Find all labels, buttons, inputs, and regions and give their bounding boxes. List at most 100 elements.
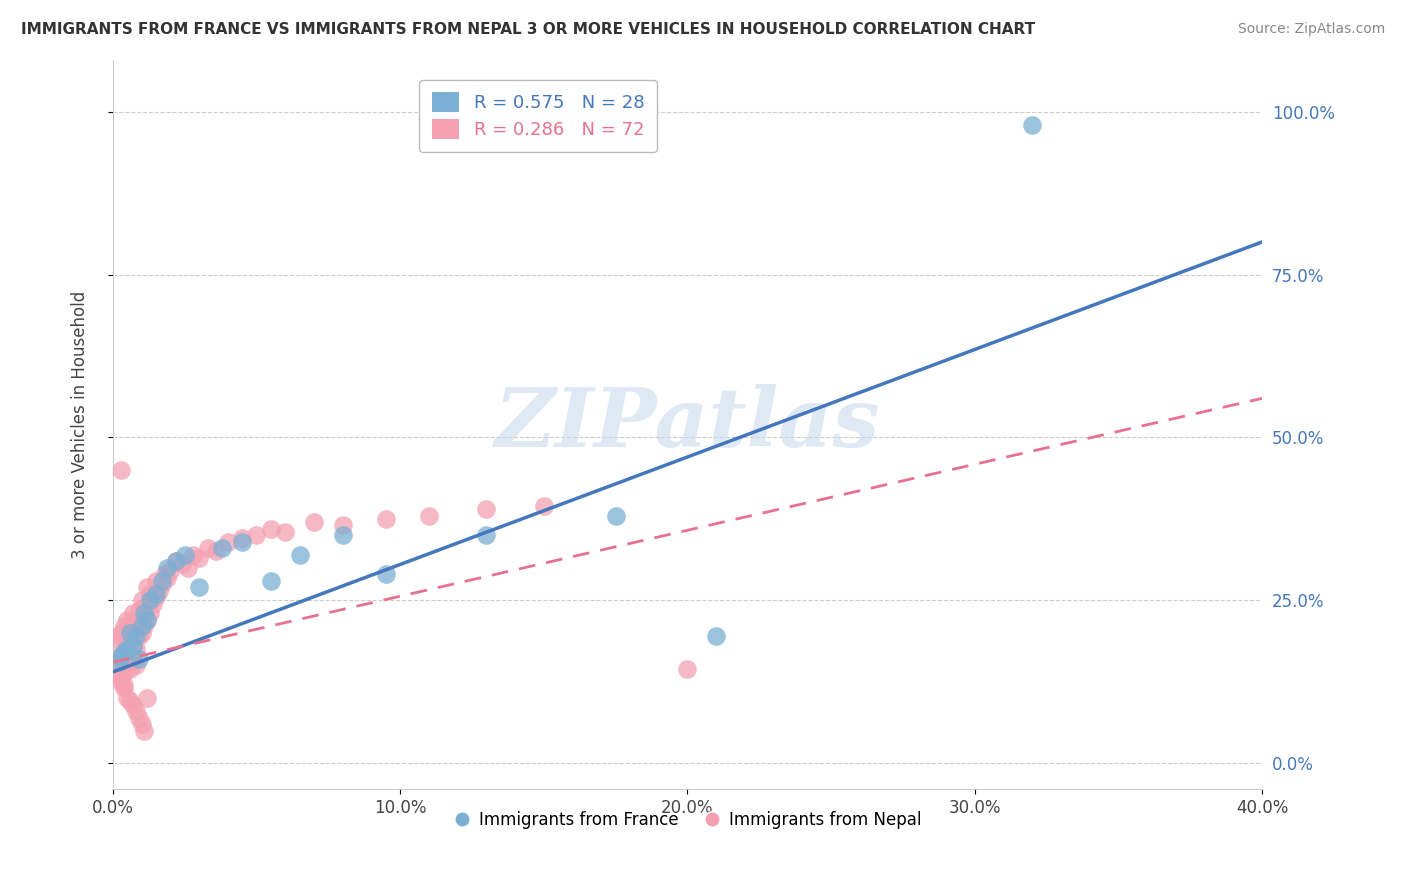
Immigrants from France — [136, 613, 159, 627]
Immigrants from Nepal — [122, 652, 145, 666]
Immigrants from France — [134, 607, 156, 621]
Immigrants from Nepal — [418, 508, 440, 523]
Immigrants from Nepal — [112, 645, 135, 659]
Immigrants from France — [115, 642, 138, 657]
Immigrants from Nepal — [115, 642, 138, 657]
Immigrants from France — [231, 534, 253, 549]
Text: IMMIGRANTS FROM FRANCE VS IMMIGRANTS FROM NEPAL 3 OR MORE VEHICLES IN HOUSEHOLD : IMMIGRANTS FROM FRANCE VS IMMIGRANTS FRO… — [21, 22, 1035, 37]
Immigrants from Nepal — [332, 518, 354, 533]
Immigrants from Nepal — [197, 541, 219, 556]
Immigrants from Nepal — [142, 597, 165, 611]
Immigrants from Nepal — [120, 648, 142, 663]
Immigrants from France — [145, 587, 167, 601]
Immigrants from Nepal — [205, 544, 228, 558]
Immigrants from France — [156, 560, 179, 574]
Immigrants from France — [704, 629, 727, 643]
Immigrants from France — [288, 548, 311, 562]
Immigrants from France — [112, 645, 135, 659]
Immigrants from Nepal — [122, 698, 145, 712]
Immigrants from Nepal — [533, 499, 555, 513]
Immigrants from Nepal — [139, 607, 162, 621]
Immigrants from Nepal — [139, 587, 162, 601]
Immigrants from Nepal — [110, 652, 132, 666]
Immigrants from France — [107, 655, 129, 669]
Immigrants from Nepal — [302, 515, 325, 529]
Immigrants from France — [139, 593, 162, 607]
Immigrants from Nepal — [131, 625, 153, 640]
Immigrants from Nepal — [125, 658, 148, 673]
Immigrants from Nepal — [136, 691, 159, 706]
Immigrants from Nepal — [104, 668, 127, 682]
Immigrants from Nepal — [120, 694, 142, 708]
Immigrants from Nepal — [125, 704, 148, 718]
Immigrants from Nepal — [374, 512, 396, 526]
Immigrants from France — [110, 648, 132, 663]
Immigrants from Nepal — [110, 625, 132, 640]
Immigrants from France — [605, 508, 627, 523]
Immigrants from Nepal — [260, 522, 283, 536]
Immigrants from Nepal — [188, 551, 211, 566]
Immigrants from Nepal — [131, 717, 153, 731]
Immigrants from Nepal — [145, 574, 167, 588]
Immigrants from Nepal — [125, 616, 148, 631]
Immigrants from Nepal — [136, 580, 159, 594]
Immigrants from Nepal — [153, 567, 176, 582]
Immigrants from Nepal — [128, 710, 150, 724]
Immigrants from Nepal — [134, 599, 156, 614]
Immigrants from France — [188, 580, 211, 594]
Immigrants from France — [211, 541, 233, 556]
Y-axis label: 3 or more Vehicles in Household: 3 or more Vehicles in Household — [72, 290, 89, 558]
Immigrants from Nepal — [134, 723, 156, 738]
Immigrants from Nepal — [148, 583, 170, 598]
Immigrants from France — [165, 554, 187, 568]
Immigrants from France — [125, 629, 148, 643]
Immigrants from Nepal — [134, 619, 156, 633]
Text: ZIPatlas: ZIPatlas — [495, 384, 880, 465]
Immigrants from France — [150, 574, 173, 588]
Immigrants from Nepal — [120, 623, 142, 637]
Immigrants from Nepal — [125, 642, 148, 657]
Immigrants from Nepal — [245, 528, 267, 542]
Text: Source: ZipAtlas.com: Source: ZipAtlas.com — [1237, 22, 1385, 37]
Immigrants from Nepal — [131, 593, 153, 607]
Immigrants from Nepal — [475, 502, 498, 516]
Immigrants from Nepal — [120, 662, 142, 676]
Legend: Immigrants from France, Immigrants from Nepal: Immigrants from France, Immigrants from … — [447, 805, 928, 836]
Immigrants from Nepal — [159, 564, 181, 578]
Immigrants from Nepal — [115, 691, 138, 706]
Immigrants from France — [122, 639, 145, 653]
Immigrants from Nepal — [122, 607, 145, 621]
Immigrants from Nepal — [107, 629, 129, 643]
Immigrants from Nepal — [217, 534, 239, 549]
Immigrants from Nepal — [110, 674, 132, 689]
Immigrants from Nepal — [110, 672, 132, 686]
Immigrants from Nepal — [112, 678, 135, 692]
Immigrants from Nepal — [112, 681, 135, 696]
Immigrants from Nepal — [107, 655, 129, 669]
Immigrants from Nepal — [274, 524, 297, 539]
Immigrants from France — [120, 625, 142, 640]
Immigrants from Nepal — [676, 662, 699, 676]
Immigrants from Nepal — [110, 463, 132, 477]
Immigrants from Nepal — [181, 548, 204, 562]
Immigrants from Nepal — [136, 613, 159, 627]
Immigrants from Nepal — [231, 532, 253, 546]
Immigrants from Nepal — [112, 665, 135, 679]
Immigrants from Nepal — [170, 558, 193, 572]
Immigrants from Nepal — [115, 613, 138, 627]
Immigrants from Nepal — [128, 629, 150, 643]
Immigrants from Nepal — [150, 577, 173, 591]
Immigrants from Nepal — [104, 639, 127, 653]
Immigrants from France — [332, 528, 354, 542]
Immigrants from France — [1021, 118, 1043, 132]
Immigrants from France — [260, 574, 283, 588]
Immigrants from Nepal — [107, 662, 129, 676]
Immigrants from Nepal — [115, 658, 138, 673]
Immigrants from France — [128, 652, 150, 666]
Immigrants from France — [475, 528, 498, 542]
Immigrants from Nepal — [165, 554, 187, 568]
Immigrants from Nepal — [156, 570, 179, 584]
Immigrants from France — [374, 567, 396, 582]
Immigrants from Nepal — [176, 560, 198, 574]
Immigrants from Nepal — [128, 603, 150, 617]
